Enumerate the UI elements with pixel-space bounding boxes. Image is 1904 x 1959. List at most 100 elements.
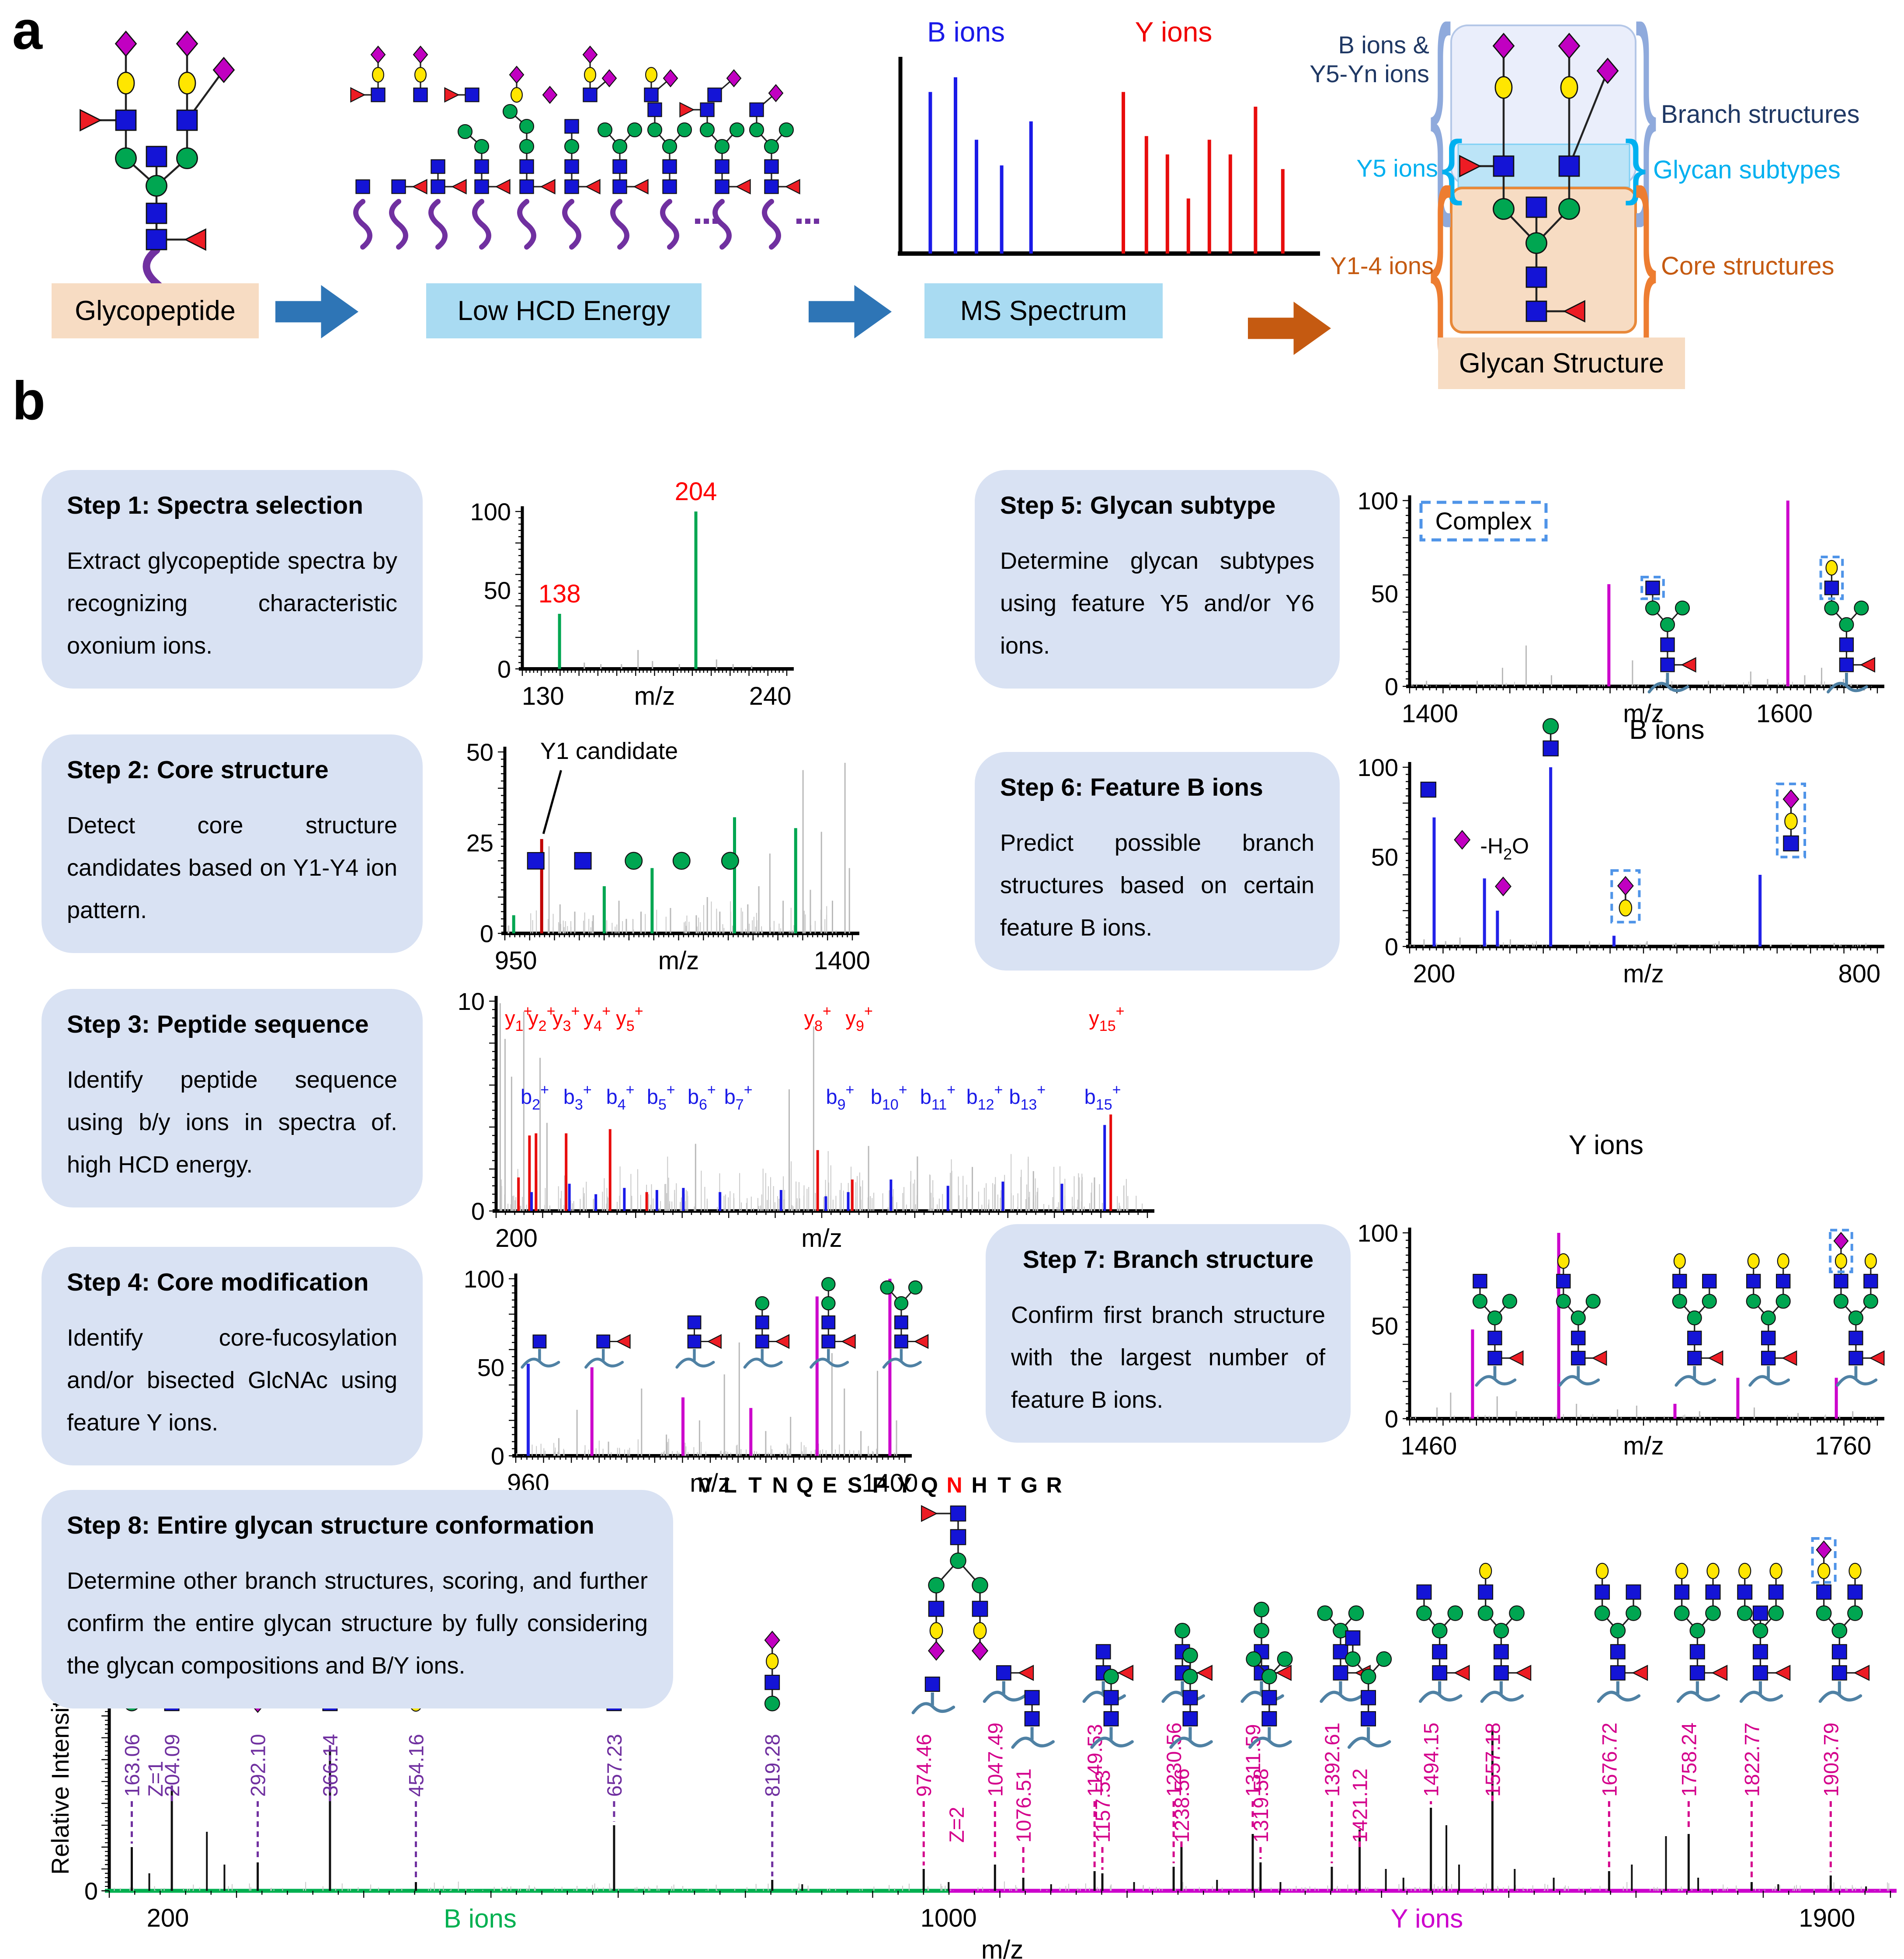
svg-text:200: 200	[1413, 960, 1456, 988]
glycan-structure	[1737, 1562, 1791, 1703]
glycan-structure	[389, 179, 427, 250]
annotation-b-ions-line1: B ions &	[1338, 31, 1429, 59]
step-4-title: Step 4: Core modification	[67, 1268, 369, 1296]
glycosylation-site-residue: N	[946, 1473, 962, 1497]
glycan-structure	[1556, 1253, 1607, 1387]
glycopeptide-box-label: Glycopeptide	[75, 296, 236, 326]
svg-text:y8+: y8+	[804, 1003, 831, 1034]
svg-text:Y1 candidate: Y1 candidate	[540, 738, 678, 764]
peptide-residue: T	[748, 1473, 762, 1497]
svg-text:454.16: 454.16	[404, 1734, 427, 1797]
svg-text:138: 138	[539, 580, 581, 608]
svg-text:50: 50	[484, 577, 511, 604]
svg-text:50: 50	[466, 738, 493, 766]
peptide-residue: N	[772, 1473, 788, 1497]
svg-text:{: {	[1441, 126, 1463, 206]
svg-text:b3+: b3+	[563, 1082, 592, 1113]
glycan-structure	[1454, 830, 1471, 850]
svg-text:1903.79: 1903.79	[1819, 1722, 1842, 1797]
svg-text:b11+: b11+	[920, 1082, 955, 1113]
svg-text:657.23: 657.23	[603, 1734, 626, 1797]
glycan-structure	[1594, 1562, 1648, 1703]
ms-spectrum-box: MS Spectrum	[924, 283, 1163, 338]
svg-text:b12+: b12+	[966, 1082, 1003, 1113]
glycan-structure	[1542, 718, 1559, 757]
svg-text:1760: 1760	[1815, 1432, 1871, 1460]
svg-text:100: 100	[1358, 487, 1398, 515]
peptide-residue: G	[1021, 1473, 1038, 1497]
glycan-structure	[1345, 1630, 1392, 1749]
annotation-y14-ions: Y1-4 ions	[1330, 252, 1434, 279]
svg-text:974.46: 974.46	[912, 1734, 935, 1797]
annotation-b-y5yn-ions: B ions & Y5-Yn ions	[1259, 31, 1429, 88]
svg-text:1047.49: 1047.49	[983, 1722, 1007, 1797]
svg-text:1460: 1460	[1400, 1432, 1457, 1460]
svg-text:0: 0	[471, 1197, 485, 1225]
step-6-box: Step 6: Feature B ions Predict possible …	[975, 752, 1340, 971]
step-8-title: Step 8: Entire glycan structure conforma…	[67, 1511, 594, 1539]
svg-text:204: 204	[675, 477, 717, 506]
svg-text:1822.77: 1822.77	[1740, 1722, 1763, 1797]
svg-text:y1+: y1+	[505, 1003, 532, 1034]
glycan-structure	[983, 1664, 1034, 1703]
glycan-structure	[542, 86, 558, 104]
ms-spectrum-schematic: B ions Y ions	[898, 16, 1320, 256]
svg-text:1076.51: 1076.51	[1012, 1768, 1035, 1843]
svg-text:100: 100	[1358, 1219, 1398, 1247]
svg-text:Y ions: Y ions	[1391, 1904, 1463, 1933]
glycan-structure	[509, 66, 525, 103]
glycan-structure	[1472, 1274, 1524, 1387]
svg-text:Z=1: Z=1	[144, 1761, 167, 1797]
annotation-core-structures: Core structures	[1661, 252, 1835, 280]
flow-arrow	[809, 285, 892, 338]
annotation-y5-ions: Y5 ions	[1356, 154, 1438, 182]
glycan-structure	[457, 124, 511, 250]
peptide-residue: H	[971, 1473, 987, 1497]
svg-text:b7+: b7+	[724, 1082, 753, 1113]
peptide-residue: E	[822, 1473, 837, 1497]
svg-text:y15+: y15+	[1089, 1003, 1124, 1034]
step-2-box: Step 2: Core structure Detect core struc…	[42, 734, 423, 953]
svg-text:m/z: m/z	[981, 1935, 1024, 1959]
svg-text:0: 0	[497, 655, 511, 683]
svg-text:50: 50	[1371, 580, 1398, 608]
glycan-structure	[502, 104, 556, 250]
glycopeptide-box: Glycopeptide	[52, 283, 259, 338]
svg-text:50: 50	[1371, 843, 1398, 871]
peptide-residue: V	[698, 1473, 713, 1497]
svg-text:y9+: y9+	[846, 1003, 873, 1034]
svg-text:m/z: m/z	[801, 1224, 842, 1253]
chart-c7: 0 50 100 1460 m/z 1760 Y ions	[1358, 1130, 1885, 1460]
svg-text:1230.56: 1230.56	[1162, 1722, 1185, 1797]
ms-spectrum-box-label: MS Spectrum	[960, 296, 1127, 326]
step-3-body: Identify peptide sequence using b/y ions…	[67, 1067, 397, 1178]
step-1-body: Extract glycopeptide spectra by recogniz…	[67, 548, 397, 659]
svg-text:200: 200	[495, 1224, 538, 1253]
svg-text:y3+: y3+	[552, 1003, 580, 1034]
step-3-title: Step 3: Peptide sequence	[67, 1010, 369, 1038]
glycan-structure-box: Glycan Structure	[1438, 338, 1685, 389]
step-7-title: Step 7: Branch structure	[1022, 1246, 1314, 1274]
glycan-structure	[647, 102, 692, 250]
step-2-body: Detect core structure candidates based o…	[67, 812, 397, 924]
chart-c3: 010200m/z1700y1+y2+y3+y4+y5+y8+y9+y15+b2…	[458, 988, 1155, 1253]
annotated-glycan-structure: {} {} {}	[1430, 0, 1657, 371]
peptide-residue: Y	[897, 1473, 912, 1497]
step-5-body: Determine glycan subtypes using feature …	[1000, 548, 1314, 659]
svg-text:800: 800	[1838, 960, 1880, 988]
svg-text:1400: 1400	[1402, 699, 1458, 728]
flow-arrow	[275, 285, 358, 338]
glycan-structure	[1477, 1562, 1532, 1703]
svg-text:}: }	[1625, 126, 1647, 206]
svg-text:y4+: y4+	[584, 1003, 611, 1034]
peptide-residue: Q	[796, 1473, 813, 1497]
step-5-title: Step 5: Glycan subtype	[1000, 491, 1276, 519]
peptide-residue: R	[1046, 1473, 1062, 1497]
glycan-structure	[428, 159, 467, 250]
step-1-title: Step 1: Spectra selection	[67, 491, 363, 519]
annotation-y5yn-line2: Y5-Yn ions	[1310, 60, 1429, 88]
